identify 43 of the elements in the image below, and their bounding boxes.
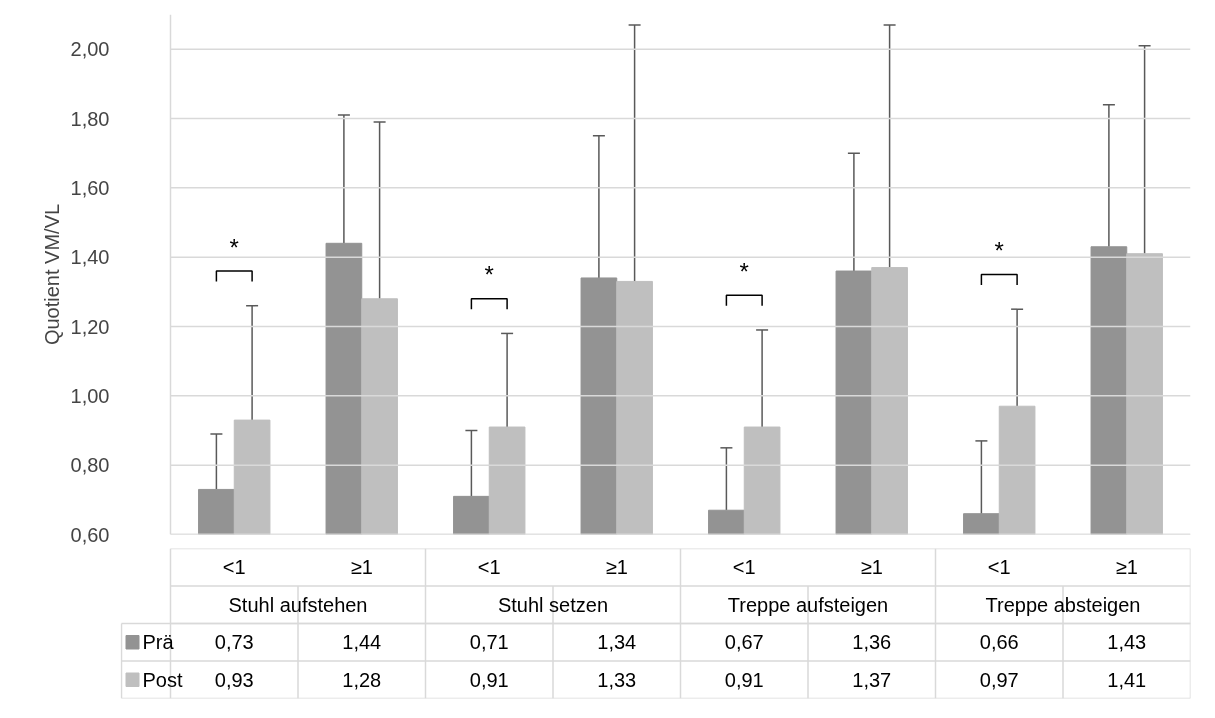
x-tick-label: <1 xyxy=(477,556,501,579)
y-tick-label: 1,60 xyxy=(70,176,110,199)
data-label: 1,33 xyxy=(597,668,637,691)
data-label: 1,34 xyxy=(597,631,637,654)
y-tick-label: 1,40 xyxy=(70,246,110,269)
data-label: 1,43 xyxy=(1107,631,1147,654)
legend-label: Post xyxy=(142,668,183,691)
y-tick-label: 2,00 xyxy=(70,38,110,61)
text: Treppe absteigen xyxy=(985,593,1141,616)
data-label: 1,37 xyxy=(852,668,892,691)
y-tick-label: 0,60 xyxy=(70,523,110,546)
x-tick-label: <1 xyxy=(732,556,756,579)
annotation: * xyxy=(229,233,239,261)
y-tick-label: 0,80 xyxy=(70,454,110,477)
x-tick-label: <1 xyxy=(987,556,1011,579)
text: Treppe aufsteigen xyxy=(727,593,889,616)
y-tick-label: 1,20 xyxy=(70,315,110,338)
x-tick-label: ≥1 xyxy=(860,556,883,579)
text: Stuhl setzen xyxy=(497,593,609,616)
x-tick-label: ≥1 xyxy=(1115,556,1138,579)
data-label: 1,44 xyxy=(342,631,382,654)
y-tick-label: 1,00 xyxy=(70,384,110,407)
x-tick-label: ≥1 xyxy=(350,556,373,579)
data-label: 0,67 xyxy=(724,631,764,654)
data-label: 0,91 xyxy=(724,668,764,691)
data-label: 0,73 xyxy=(214,631,254,654)
x-tick-label: <1 xyxy=(222,556,246,579)
data-label: 0,91 xyxy=(469,668,509,691)
legend-label: Prä xyxy=(142,631,175,654)
annotation: * xyxy=(994,237,1004,265)
y-axis-title: Quotient VM/VL xyxy=(40,203,63,346)
data-label: 0,66 xyxy=(979,631,1019,654)
data-label: 0,97 xyxy=(979,668,1019,691)
text: Stuhl aufstehen xyxy=(228,593,368,616)
data-label: 1,41 xyxy=(1107,668,1147,691)
annotation: * xyxy=(739,257,749,285)
x-tick-label: ≥1 xyxy=(605,556,628,579)
y-tick-label: 1,80 xyxy=(70,107,110,130)
annotation: * xyxy=(484,261,494,289)
data-label: 1,36 xyxy=(852,631,892,654)
data-label: 0,93 xyxy=(214,668,254,691)
data-label: 0,71 xyxy=(469,631,509,654)
data-label: 1,28 xyxy=(342,668,382,691)
